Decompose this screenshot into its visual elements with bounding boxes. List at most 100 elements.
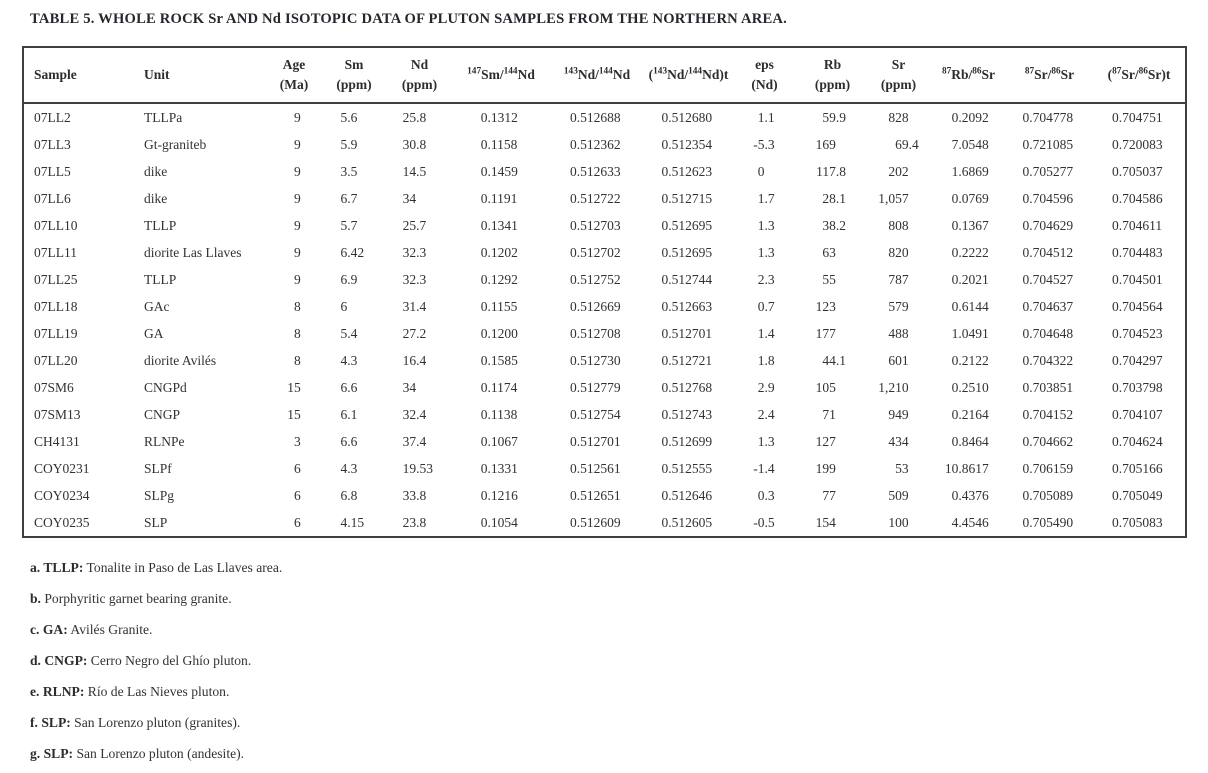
- value-cell: 31.4: [402, 298, 427, 314]
- value-cell: 16.4: [402, 352, 427, 368]
- value-cell: 37.4: [402, 433, 427, 449]
- value-cell: 105: [815, 379, 836, 395]
- value-cell: 0.512722: [570, 190, 621, 206]
- table-row: 07LL5 dike 9 3.5 14.5 0.1459 0.512633 0.512623 0…: [23, 158, 1186, 185]
- value-cell: 0.512730: [570, 352, 621, 368]
- value-cell: 0.703798: [1112, 379, 1163, 395]
- value-cell: 0.512561: [570, 460, 621, 476]
- sample-cell: 07SM13: [34, 406, 81, 422]
- value-cell: 30.8: [402, 136, 427, 152]
- value-cell: 2.3: [757, 271, 775, 287]
- value-cell: 5.7: [340, 217, 358, 233]
- value-cell: 0.512555: [661, 460, 713, 476]
- unit-cell: SLPf: [144, 460, 172, 476]
- value-cell: 1.4: [757, 325, 775, 341]
- value-cell: 0.704564: [1112, 298, 1163, 314]
- value-cell: 0.0769: [951, 190, 989, 206]
- value-cell: 5.4: [340, 325, 358, 341]
- value-cell: 0.1158: [480, 136, 518, 152]
- value-cell: 77: [822, 487, 836, 503]
- value-cell: 0.2021: [951, 271, 989, 287]
- column-header-sr-ppm: Sr (ppm): [866, 47, 931, 104]
- value-cell: 0.704778: [1022, 109, 1074, 125]
- unit-cell: CNGPd: [144, 379, 187, 395]
- value-cell: 14.5: [402, 163, 427, 179]
- table-row: 07SM6 CNGPd 15 6.6 34 0.1174 0.512779 0.512768 2…: [23, 374, 1186, 401]
- unit-cell: SLPg: [144, 487, 175, 503]
- value-cell: 0.704322: [1022, 352, 1074, 368]
- value-cell: 53: [895, 460, 909, 476]
- value-cell: 32.3: [402, 271, 427, 287]
- value-cell: 4.4546: [951, 514, 989, 530]
- value-cell: 33.8: [402, 487, 427, 503]
- sample-cell: 07LL2: [34, 109, 71, 125]
- value-cell: 0.2222: [951, 244, 989, 260]
- value-cell: 0.512703: [570, 217, 621, 233]
- value-cell: 28.1: [822, 190, 846, 206]
- value-cell: -1.4: [753, 460, 775, 476]
- value-cell: 820: [888, 244, 909, 260]
- value-cell: 0.512354: [661, 136, 713, 152]
- value-cell: 6: [294, 487, 301, 503]
- unit-cell: TLLPa: [144, 109, 183, 125]
- column-header-sr87-sr86-t: (87Sr/86Sr)t: [1093, 47, 1186, 104]
- unit-cell: dike: [144, 163, 168, 179]
- value-cell: 0.704586: [1112, 190, 1163, 206]
- value-cell: 0.703851: [1022, 379, 1074, 395]
- value-cell: 25.7: [402, 217, 427, 233]
- footnote-label: b.: [30, 591, 41, 606]
- value-cell: 59.9: [822, 109, 846, 125]
- value-cell: 6: [294, 514, 301, 530]
- sample-cell: 07LL3: [34, 136, 71, 152]
- value-cell: 0.512663: [661, 298, 713, 314]
- value-cell: 0.512695: [661, 217, 713, 233]
- footnote: g. SLP: San Lorenzo pluton (andesite).: [30, 746, 245, 761]
- value-cell: 15: [287, 379, 301, 395]
- footnote-label: c. GA:: [30, 622, 68, 637]
- value-cell: 4.3: [340, 352, 358, 368]
- value-cell: 38.2: [822, 217, 846, 233]
- column-header-sm-ppm: Sm (ppm): [324, 47, 384, 104]
- value-cell: 0.512362: [570, 136, 621, 152]
- value-cell: 0.1155: [480, 298, 518, 314]
- column-header-sr87-sr86: 87Sr/86Sr: [1006, 47, 1093, 104]
- value-cell: 1.8: [757, 352, 775, 368]
- value-cell: 0.512721: [661, 352, 713, 368]
- value-cell: 6.6: [340, 433, 358, 449]
- value-cell: 1.1: [757, 109, 775, 125]
- value-cell: 0.704501: [1112, 271, 1163, 287]
- value-cell: 4.3: [340, 460, 358, 476]
- value-cell: 15: [287, 406, 301, 422]
- value-cell: 69.4: [895, 136, 919, 152]
- footnote: e. RLNP: Río de Las Nieves pluton.: [30, 684, 230, 699]
- value-cell: 0.512708: [570, 325, 621, 341]
- value-cell: 0.1202: [480, 244, 518, 260]
- value-cell: 10.8617: [944, 460, 989, 476]
- footnote: c. GA: Avilés Granite.: [30, 622, 153, 637]
- value-cell: 0.2164: [951, 406, 989, 422]
- unit-cell: RLNPe: [144, 433, 185, 449]
- value-cell: 579: [888, 298, 909, 314]
- table-row: 07LL19 GA 8 5.4 27.2 0.1200 0.512708 0.512701 1.…: [23, 320, 1186, 347]
- table-row: 07LL2 TLLPa 9 5.6 25.8 0.1312 0.512688 0.512680…: [23, 103, 1186, 131]
- value-cell: 0.704527: [1022, 271, 1074, 287]
- value-cell: 601: [888, 352, 909, 368]
- value-cell: 63: [822, 244, 836, 260]
- value-cell: 6: [340, 298, 348, 314]
- value-cell: 8: [294, 298, 301, 314]
- sample-cell: COY0234: [34, 487, 90, 503]
- value-cell: 0.3: [757, 487, 775, 503]
- value-cell: 25.8: [402, 109, 427, 125]
- table-row: 07LL3 Gt-graniteb 9 5.9 30.8 0.1158 0.512362 0.…: [23, 131, 1186, 158]
- table-row: COY0234 SLPg 6 6.8 33.8 0.1216 0.512651 0.51264…: [23, 482, 1186, 509]
- value-cell: 3.5: [340, 163, 358, 179]
- value-cell: 32.4: [402, 406, 427, 422]
- value-cell: 1.3: [757, 433, 775, 449]
- value-cell: 9: [294, 136, 301, 152]
- value-cell: 0.705277: [1022, 163, 1074, 179]
- value-cell: 4.15: [340, 514, 365, 530]
- table-row: 07LL20 diorite Avilés 8 4.3 16.4 0.1585 0.5127…: [23, 347, 1186, 374]
- value-cell: 0.705037: [1112, 163, 1163, 179]
- footnote-label: g. SLP:: [30, 746, 74, 761]
